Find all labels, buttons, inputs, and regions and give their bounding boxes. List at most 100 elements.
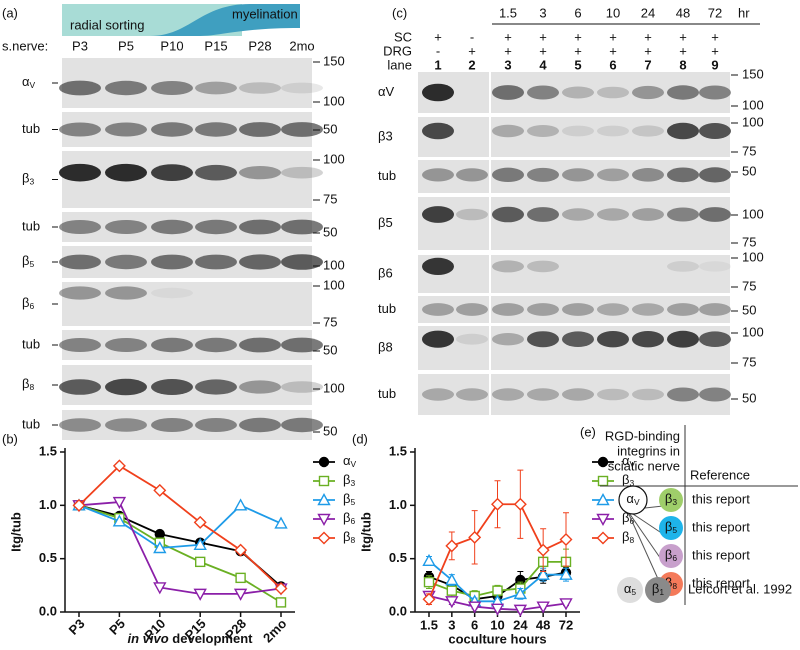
blot-band [699, 387, 731, 402]
data-point [513, 586, 528, 600]
condition-value: + [504, 43, 512, 58]
time-label: 6 [574, 5, 581, 20]
blot-band [151, 81, 193, 95]
data-point [275, 597, 287, 608]
blot-band [632, 331, 664, 348]
legend-label: β8 [622, 529, 634, 545]
blot-band [527, 303, 559, 316]
subunit-label: β5 [665, 519, 677, 535]
mw-label: 100 [323, 257, 345, 272]
blot-band [59, 220, 101, 234]
condition-label: SC [394, 29, 412, 44]
x-tick-label: 2mo [260, 616, 290, 646]
data-point [536, 543, 550, 557]
condition-value: + [644, 43, 652, 58]
y-tick-label: 1.5 [389, 443, 407, 458]
blot-band [527, 207, 559, 222]
data-point [153, 483, 167, 497]
mw-label: 100 [323, 151, 345, 166]
blot-band [151, 418, 193, 432]
data-point [445, 573, 459, 586]
condition-value: + [609, 43, 617, 58]
lane-number: 5 [574, 57, 581, 72]
blot-band [632, 125, 664, 137]
row-label: αV [22, 74, 36, 90]
lane-label: P15 [204, 38, 227, 53]
condition-value: - [436, 43, 440, 58]
blot-band [281, 337, 323, 353]
blot-band [562, 168, 594, 182]
mw-label: 100 [323, 93, 345, 108]
y-tick-label: 0.5 [39, 550, 57, 565]
condition-value: + [539, 29, 547, 44]
subunit-label: β3 [665, 491, 677, 507]
blot-band [699, 303, 731, 316]
blot-band [527, 85, 559, 100]
blot-band [422, 257, 454, 275]
mw-label: 50 [742, 163, 756, 178]
blot-band [105, 378, 147, 396]
blot-band [597, 168, 629, 182]
blot-band [667, 261, 699, 272]
data-point [112, 459, 126, 473]
blot-band [239, 337, 281, 353]
panel-label: (e) [580, 424, 596, 439]
legend-marker [596, 513, 610, 526]
data-point [446, 585, 458, 596]
blot-band [597, 331, 629, 348]
blot-band [105, 338, 147, 352]
condition-value: - [470, 29, 474, 44]
alpha-subunit [618, 485, 648, 515]
legend-marker [318, 475, 330, 487]
blot-band [456, 208, 488, 221]
mw-label: 75 [742, 278, 756, 293]
blot-band [667, 330, 699, 348]
blot-band [699, 207, 731, 222]
blot-band [527, 388, 559, 401]
legend-marker [317, 513, 331, 526]
blot-band [281, 417, 323, 433]
row-label: β6 [378, 265, 393, 280]
x-tick-label: 24 [513, 617, 528, 632]
blot-band [59, 254, 101, 270]
legend-label: β8 [343, 529, 355, 545]
time-label: 1.5 [499, 5, 517, 20]
blot-band [492, 124, 524, 138]
blot-band [562, 388, 594, 401]
blot-band [667, 303, 699, 316]
blot-band [562, 303, 594, 316]
reference: this report [692, 519, 750, 534]
beta-subunit [659, 544, 683, 568]
x-tick-label: 1.5 [420, 617, 438, 632]
blot-band [562, 86, 594, 99]
blot-band [151, 337, 193, 353]
row-label: αV [378, 84, 395, 99]
lane-number: 8 [679, 57, 686, 72]
y-tick-label: 0.5 [389, 550, 407, 565]
blot-band [456, 168, 488, 182]
blot-band [105, 80, 147, 96]
data-point [559, 532, 573, 546]
blot-band [632, 208, 664, 221]
blot-band [151, 219, 193, 235]
blot-band [632, 303, 664, 316]
lane-number: 2 [468, 57, 475, 72]
condition-value: + [574, 29, 582, 44]
lane-number: 1 [434, 57, 441, 72]
blot-band [667, 122, 699, 140]
condition-label: lane [387, 57, 412, 72]
series-line [78, 504, 282, 549]
blot-band [422, 388, 454, 401]
lane-label: P10 [160, 38, 183, 53]
blot-band [562, 125, 594, 137]
series-line [78, 504, 282, 604]
condition-label: DRG [383, 43, 412, 58]
blot-band [239, 254, 281, 270]
time-label: 24 [641, 5, 655, 20]
blot-band [239, 219, 281, 235]
blot-band [422, 122, 454, 140]
blot-band [597, 86, 629, 99]
blot-band [667, 167, 699, 183]
condition-value: + [711, 43, 719, 58]
